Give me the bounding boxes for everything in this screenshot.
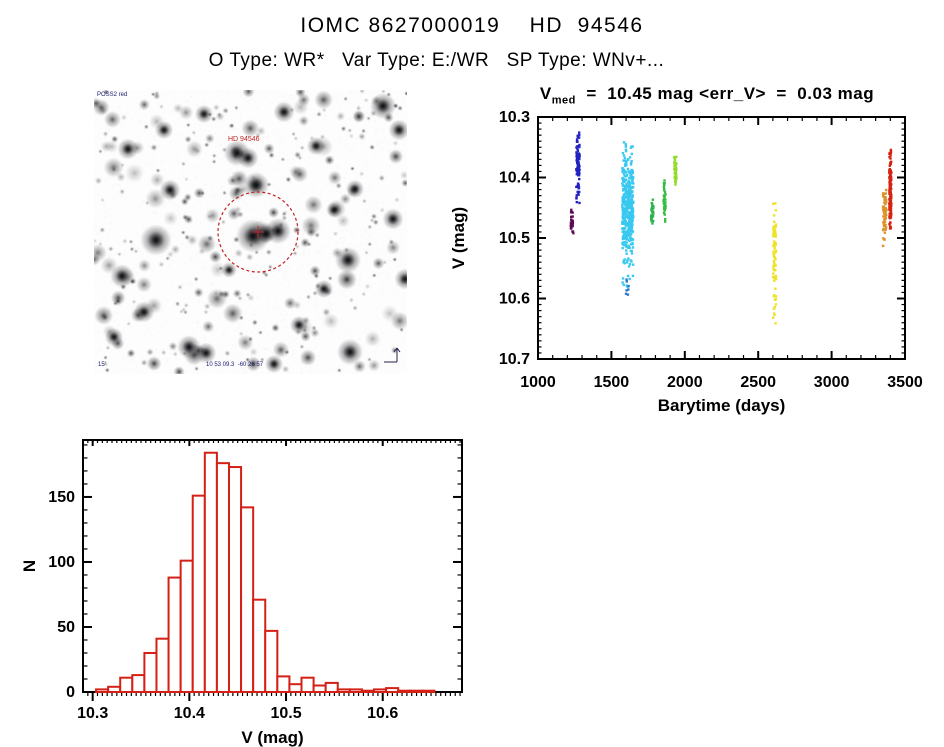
lc-major-ticks — [537, 116, 906, 360]
lc-minor-ticks — [537, 116, 906, 360]
lightcurve-title: Vmed = 10.45 mag <err_V> = 0.03 mag — [539, 84, 875, 107]
lc-y-tick-label: 10.3 — [499, 109, 530, 126]
hist-x-tick-label: 10.6 — [367, 705, 398, 722]
starfield-image — [94, 90, 407, 374]
target-name-label: HD 94546 — [228, 136, 260, 143]
lc-x-tick-label: 2000 — [667, 374, 703, 391]
lc-y-tick-label: 10.4 — [499, 170, 530, 187]
hist-y-axis-label: N — [20, 560, 39, 572]
scale-label: 15' — [98, 362, 106, 368]
page-subtitle: O Type: WR* Var Type: E:/WR SP Type: WNv… — [208, 50, 665, 71]
compass-icon — [384, 347, 401, 363]
lc-x-tick-label: 3000 — [814, 374, 850, 391]
lc-x-tick-label: 1000 — [520, 374, 556, 391]
page-title: IOMC 8627000019 HD 94546 — [300, 14, 644, 37]
lc-y-tick-label: 10.5 — [499, 230, 530, 247]
target-cross-icon — [252, 226, 264, 238]
hist-y-tick-label: 100 — [48, 554, 75, 571]
hist-x-tick-label: 10.5 — [270, 705, 301, 722]
hist-x-tick-label: 10.3 — [77, 705, 108, 722]
hist-bars — [95, 451, 436, 694]
finder-overlay — [217, 191, 401, 363]
lc-axes — [537, 116, 906, 360]
hist-x-tick-label: 10.4 — [174, 705, 205, 722]
hist-y-tick-label: 50 — [57, 619, 75, 636]
lc-y-tick-label: 10.7 — [499, 351, 530, 368]
survey-label: POSS2 red — [97, 92, 128, 98]
target-circle-marker — [217, 191, 299, 273]
finding-chart: POSS2 red HD 94546 10 53 09.3 -60 26 57 … — [94, 90, 407, 374]
lc-x-tick-label: 3500 — [887, 374, 923, 391]
lc-x-tick-label: 2500 — [740, 374, 776, 391]
hist-x-axis-label: V (mag) — [241, 728, 303, 747]
hist-major-ticks — [83, 440, 462, 701]
lc-x-tick-label: 1500 — [594, 374, 630, 391]
lc-y-tick-label: 10.6 — [499, 291, 530, 308]
lc-y-axis-label: V (mag) — [450, 207, 468, 269]
lightcurve-plot: 1000 1500 2000 2500 3000 3500 10.3 10.4 10.5 10.6… — [450, 109, 923, 415]
lc-x-axis-label: Barytime (days) — [658, 396, 786, 415]
histogram-plot: 10.3 10.4 10.5 10.6 0 50 100 150 V (mag) N — [20, 439, 463, 747]
coordinates-label: 10 53 09.3 -60 26 57 — [206, 362, 264, 368]
hist-y-tick-label: 0 — [66, 684, 75, 701]
hist-y-tick-label: 150 — [48, 489, 75, 506]
lc-data-points — [569, 131, 893, 325]
